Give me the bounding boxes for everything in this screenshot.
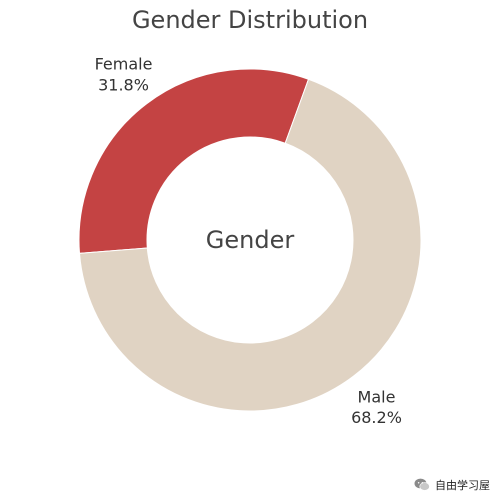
slices-group <box>78 68 422 412</box>
watermark-text: 自由学习屋 <box>435 479 490 492</box>
wechat-icon <box>414 478 430 491</box>
slice-label-female: Female 31.8% <box>95 55 153 95</box>
slice-labels-group: Female 31.8% Male 68.2% <box>95 55 402 428</box>
chart-title: Gender Distribution <box>132 6 368 34</box>
slice-percent-label: 68.2% <box>351 408 402 427</box>
slice-male <box>78 78 422 412</box>
slice-category-label: Female <box>95 55 153 74</box>
donut-center-label: Gender <box>206 226 295 254</box>
slice-percent-label: 31.8% <box>98 75 149 94</box>
slice-female <box>78 68 310 254</box>
slice-label-male: Male 68.2% <box>351 387 402 427</box>
watermark: 自由学习屋 <box>413 476 490 494</box>
slice-category-label: Male <box>358 387 396 406</box>
